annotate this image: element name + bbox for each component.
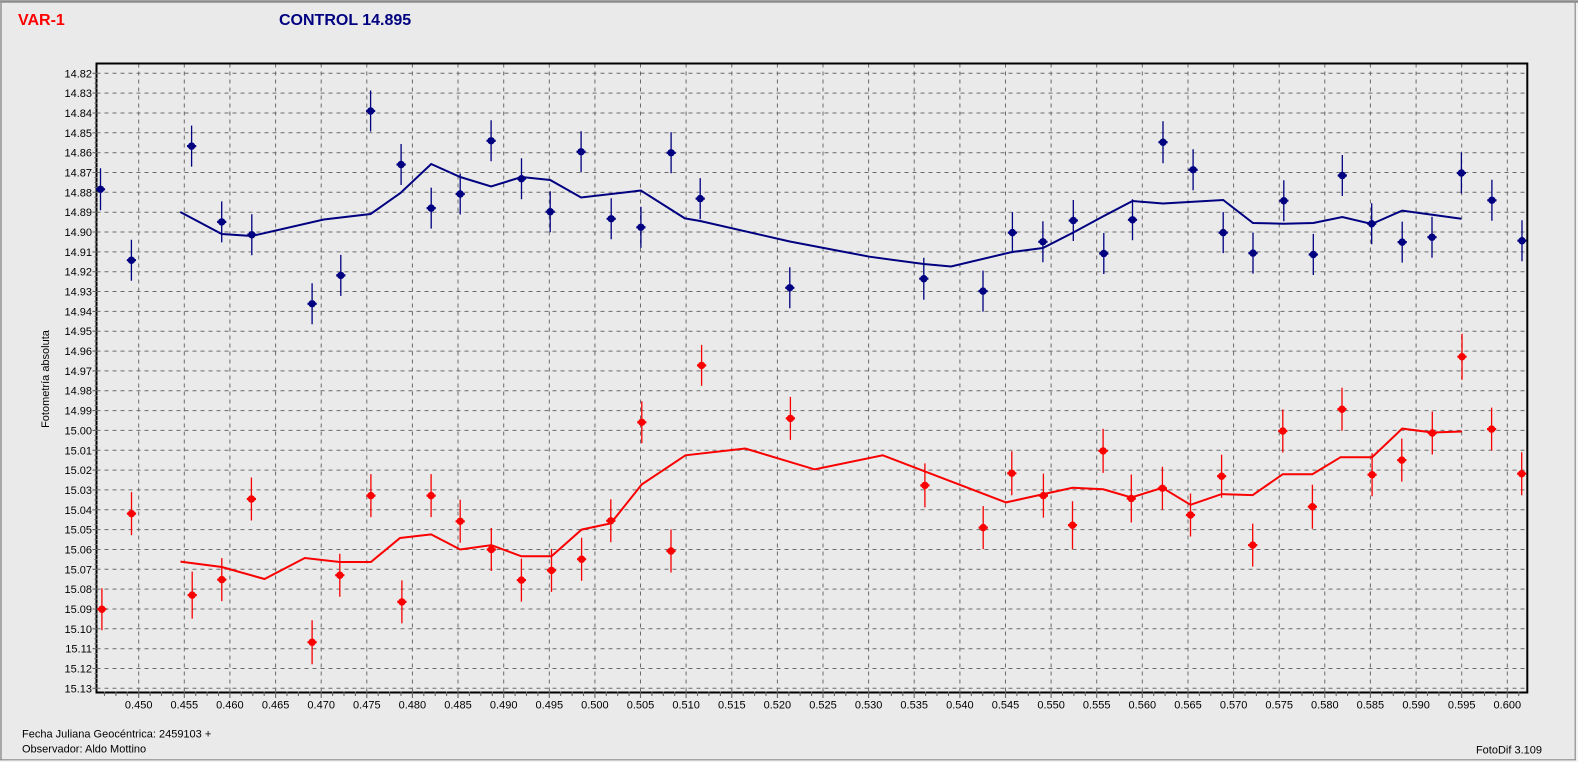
svg-text:14.90: 14.90 bbox=[64, 227, 92, 239]
svg-text:14.97: 14.97 bbox=[64, 366, 92, 378]
svg-text:0.590: 0.590 bbox=[1402, 700, 1430, 712]
svg-text:15.08: 15.08 bbox=[64, 584, 92, 596]
svg-text:0.565: 0.565 bbox=[1174, 700, 1202, 712]
svg-text:0.510: 0.510 bbox=[672, 700, 700, 712]
svg-text:0.485: 0.485 bbox=[444, 700, 472, 712]
svg-text:15.13: 15.13 bbox=[64, 683, 92, 695]
svg-text:0.585: 0.585 bbox=[1357, 700, 1385, 712]
svg-text:0.500: 0.500 bbox=[581, 700, 609, 712]
svg-text:0.455: 0.455 bbox=[171, 700, 199, 712]
svg-text:0.535: 0.535 bbox=[900, 700, 928, 712]
svg-text:0.570: 0.570 bbox=[1220, 700, 1248, 712]
svg-text:0.580: 0.580 bbox=[1311, 700, 1339, 712]
svg-text:0.575: 0.575 bbox=[1265, 700, 1293, 712]
svg-text:14.82: 14.82 bbox=[64, 68, 92, 80]
svg-text:15.07: 15.07 bbox=[64, 564, 92, 576]
svg-text:Fecha Juliana Geocéntrica: 245: Fecha Juliana Geocéntrica: 2459103 + bbox=[22, 729, 211, 741]
svg-text:0.460: 0.460 bbox=[216, 700, 244, 712]
svg-text:15.04: 15.04 bbox=[64, 505, 92, 517]
svg-text:14.87: 14.87 bbox=[64, 168, 92, 180]
svg-text:0.520: 0.520 bbox=[764, 700, 792, 712]
svg-text:0.545: 0.545 bbox=[992, 700, 1020, 712]
svg-text:14.86: 14.86 bbox=[64, 148, 92, 160]
svg-text:VAR-1: VAR-1 bbox=[18, 12, 65, 29]
svg-text:14.93: 14.93 bbox=[64, 287, 92, 299]
svg-text:Fotometría absoluta: Fotometría absoluta bbox=[40, 329, 52, 428]
svg-text:14.96: 14.96 bbox=[64, 346, 92, 358]
svg-text:0.490: 0.490 bbox=[490, 700, 518, 712]
svg-text:14.95: 14.95 bbox=[64, 326, 92, 338]
svg-text:0.465: 0.465 bbox=[262, 700, 290, 712]
svg-text:Observador: Aldo Mottino: Observador: Aldo Mottino bbox=[22, 744, 146, 756]
svg-text:15.01: 15.01 bbox=[64, 445, 92, 457]
svg-text:CONTROL 14.895: CONTROL 14.895 bbox=[279, 12, 411, 29]
svg-text:14.89: 14.89 bbox=[64, 207, 92, 219]
svg-text:0.495: 0.495 bbox=[536, 700, 564, 712]
svg-text:0.540: 0.540 bbox=[946, 700, 974, 712]
svg-text:0.475: 0.475 bbox=[353, 700, 381, 712]
svg-text:0.470: 0.470 bbox=[307, 700, 335, 712]
svg-text:15.12: 15.12 bbox=[64, 664, 92, 676]
svg-text:0.450: 0.450 bbox=[125, 700, 153, 712]
svg-text:14.98: 14.98 bbox=[64, 386, 92, 398]
svg-text:15.10: 15.10 bbox=[64, 624, 92, 636]
svg-text:14.83: 14.83 bbox=[64, 88, 92, 100]
svg-text:0.515: 0.515 bbox=[718, 700, 746, 712]
svg-text:15.09: 15.09 bbox=[64, 604, 92, 616]
svg-text:0.530: 0.530 bbox=[855, 700, 883, 712]
svg-text:15.11: 15.11 bbox=[65, 644, 92, 656]
svg-text:0.480: 0.480 bbox=[399, 700, 427, 712]
svg-text:14.84: 14.84 bbox=[64, 108, 92, 120]
svg-text:14.99: 14.99 bbox=[64, 406, 92, 418]
svg-text:0.525: 0.525 bbox=[809, 700, 837, 712]
svg-text:0.505: 0.505 bbox=[627, 700, 655, 712]
svg-text:15.03: 15.03 bbox=[64, 485, 92, 497]
svg-text:15.06: 15.06 bbox=[64, 545, 92, 557]
svg-text:14.91: 14.91 bbox=[64, 247, 92, 259]
svg-text:15.02: 15.02 bbox=[64, 465, 92, 477]
svg-text:14.92: 14.92 bbox=[64, 267, 92, 279]
svg-text:14.94: 14.94 bbox=[64, 306, 92, 318]
svg-text:15.00: 15.00 bbox=[64, 425, 92, 437]
svg-text:0.555: 0.555 bbox=[1083, 700, 1111, 712]
svg-text:0.595: 0.595 bbox=[1448, 700, 1476, 712]
svg-text:0.600: 0.600 bbox=[1494, 700, 1522, 712]
svg-text:0.550: 0.550 bbox=[1037, 700, 1065, 712]
svg-text:14.85: 14.85 bbox=[64, 128, 92, 140]
svg-text:14.88: 14.88 bbox=[64, 187, 92, 199]
svg-text:15.05: 15.05 bbox=[64, 525, 92, 537]
svg-text:FotoDif 3.109: FotoDif 3.109 bbox=[1476, 745, 1542, 757]
svg-text:0.560: 0.560 bbox=[1129, 700, 1157, 712]
